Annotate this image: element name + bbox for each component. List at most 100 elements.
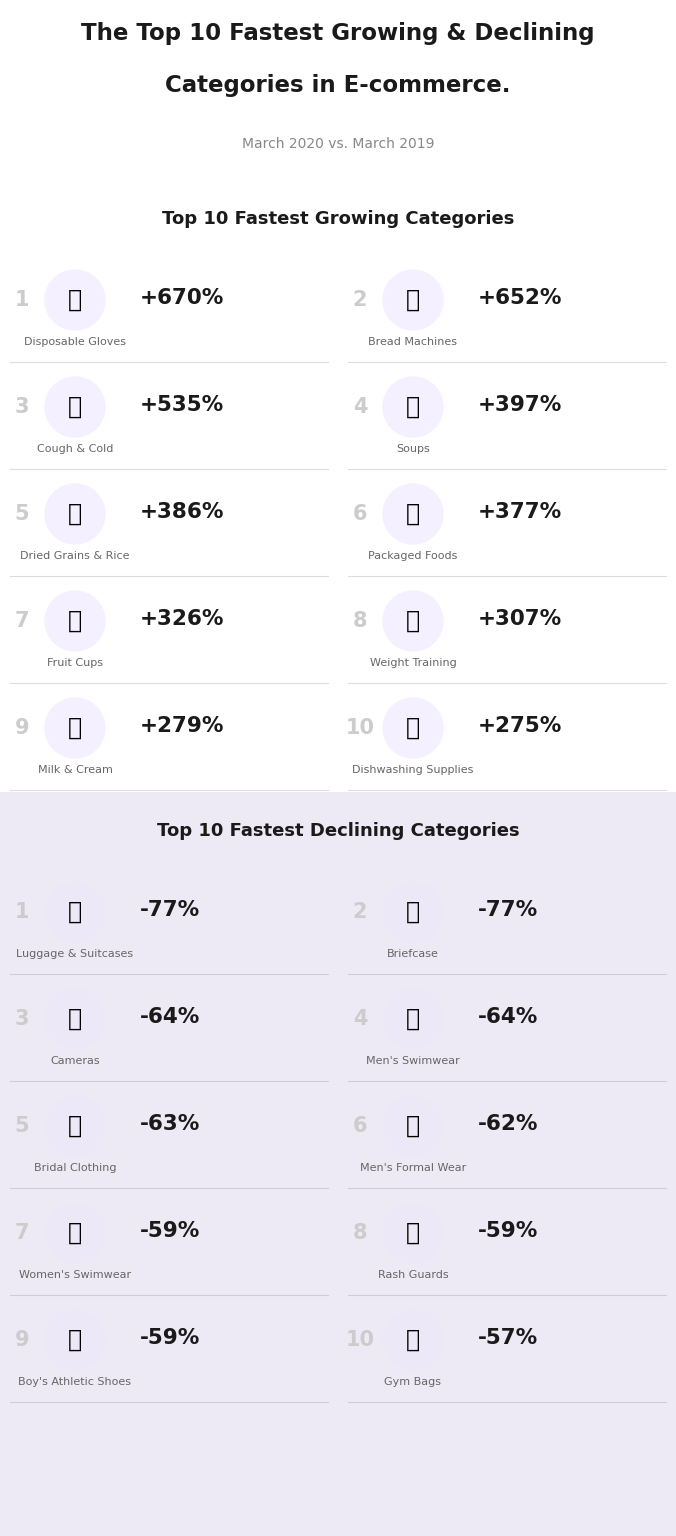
- Text: -63%: -63%: [140, 1114, 200, 1134]
- Circle shape: [383, 484, 443, 544]
- Text: 8: 8: [353, 611, 367, 631]
- Circle shape: [45, 989, 105, 1049]
- Text: Milk & Cream: Milk & Cream: [38, 765, 112, 776]
- Circle shape: [45, 1310, 105, 1370]
- Circle shape: [383, 1203, 443, 1263]
- Text: 8: 8: [353, 1223, 367, 1243]
- Circle shape: [45, 697, 105, 757]
- Text: Categories in E-commerce.: Categories in E-commerce.: [165, 74, 511, 97]
- Text: 🍜: 🍜: [406, 395, 420, 419]
- Circle shape: [45, 270, 105, 330]
- Circle shape: [383, 376, 443, 438]
- Text: +652%: +652%: [478, 289, 562, 309]
- Text: Top 10 Fastest Declining Categories: Top 10 Fastest Declining Categories: [157, 822, 519, 840]
- Text: 🧤: 🧤: [68, 287, 82, 312]
- Text: +377%: +377%: [478, 502, 562, 522]
- Circle shape: [45, 882, 105, 942]
- Text: +279%: +279%: [140, 716, 224, 736]
- Text: Luggage & Suitcases: Luggage & Suitcases: [16, 949, 134, 958]
- Text: 👗: 👗: [68, 1114, 82, 1138]
- Text: Gym Bags: Gym Bags: [385, 1376, 441, 1387]
- Text: Men's Formal Wear: Men's Formal Wear: [360, 1163, 466, 1174]
- Text: 💊: 💊: [68, 395, 82, 419]
- Circle shape: [45, 591, 105, 651]
- Text: 👕: 👕: [406, 1221, 420, 1246]
- Text: 4: 4: [353, 1009, 367, 1029]
- Text: 📷: 📷: [68, 1008, 82, 1031]
- Circle shape: [383, 1310, 443, 1370]
- Text: 🥫: 🥫: [406, 502, 420, 525]
- Text: +326%: +326%: [140, 608, 224, 630]
- Text: 3: 3: [15, 1009, 29, 1029]
- Text: -64%: -64%: [478, 1008, 538, 1028]
- Circle shape: [383, 270, 443, 330]
- Text: Bridal Clothing: Bridal Clothing: [34, 1163, 116, 1174]
- Text: -59%: -59%: [140, 1221, 200, 1241]
- Text: The Top 10 Fastest Growing & Declining: The Top 10 Fastest Growing & Declining: [81, 22, 595, 45]
- FancyBboxPatch shape: [0, 793, 676, 1536]
- Circle shape: [383, 697, 443, 757]
- Text: March 2020 vs. March 2019: March 2020 vs. March 2019: [242, 137, 434, 151]
- Text: Fruit Cups: Fruit Cups: [47, 657, 103, 668]
- Text: Soups: Soups: [396, 444, 430, 455]
- Text: 🥛: 🥛: [68, 716, 82, 740]
- Circle shape: [45, 376, 105, 438]
- Text: Packaged Foods: Packaged Foods: [368, 551, 458, 561]
- Text: Women's Swimwear: Women's Swimwear: [19, 1270, 131, 1279]
- Text: 1: 1: [15, 902, 29, 922]
- Text: -77%: -77%: [478, 900, 538, 920]
- Text: +386%: +386%: [140, 502, 224, 522]
- Text: -62%: -62%: [478, 1114, 538, 1134]
- Text: 10: 10: [345, 717, 375, 737]
- Text: -77%: -77%: [140, 900, 200, 920]
- Text: -59%: -59%: [478, 1221, 538, 1241]
- Circle shape: [45, 1097, 105, 1157]
- Text: 🌾: 🌾: [68, 502, 82, 525]
- Text: Dishwashing Supplies: Dishwashing Supplies: [352, 765, 474, 776]
- Text: Dried Grains & Rice: Dried Grains & Rice: [20, 551, 130, 561]
- Text: +397%: +397%: [478, 395, 562, 415]
- Text: 5: 5: [15, 1117, 29, 1137]
- Text: 10: 10: [345, 1330, 375, 1350]
- Text: 🩱: 🩱: [68, 1221, 82, 1246]
- Text: Boy's Athletic Shoes: Boy's Athletic Shoes: [18, 1376, 132, 1387]
- Text: Cameras: Cameras: [50, 1057, 100, 1066]
- Text: 9: 9: [15, 717, 29, 737]
- Text: -64%: -64%: [140, 1008, 200, 1028]
- Text: 🍞: 🍞: [406, 287, 420, 312]
- Text: Bread Machines: Bread Machines: [368, 336, 458, 347]
- Circle shape: [383, 989, 443, 1049]
- Text: 🏋: 🏋: [406, 608, 420, 633]
- Text: 🍇: 🍇: [68, 608, 82, 633]
- Text: 2: 2: [353, 290, 367, 310]
- Text: +275%: +275%: [478, 716, 562, 736]
- Text: 7: 7: [15, 611, 29, 631]
- Text: 3: 3: [15, 396, 29, 416]
- Text: 5: 5: [15, 504, 29, 524]
- Text: +670%: +670%: [140, 289, 224, 309]
- Text: 🧳: 🧳: [68, 900, 82, 925]
- Text: 🩲: 🩲: [406, 1008, 420, 1031]
- Text: Rash Guards: Rash Guards: [378, 1270, 448, 1279]
- Text: 1: 1: [15, 290, 29, 310]
- Text: Men's Swimwear: Men's Swimwear: [366, 1057, 460, 1066]
- Text: -59%: -59%: [140, 1329, 200, 1349]
- Text: Disposable Gloves: Disposable Gloves: [24, 336, 126, 347]
- Text: 6: 6: [353, 504, 367, 524]
- Text: Weight Training: Weight Training: [370, 657, 456, 668]
- Circle shape: [383, 1097, 443, 1157]
- Text: 👔: 👔: [406, 1114, 420, 1138]
- Text: Briefcase: Briefcase: [387, 949, 439, 958]
- Text: 6: 6: [353, 1117, 367, 1137]
- Text: 👟: 👟: [68, 1329, 82, 1352]
- Circle shape: [383, 591, 443, 651]
- Text: Top 10 Fastest Growing Categories: Top 10 Fastest Growing Categories: [162, 210, 514, 227]
- Circle shape: [45, 484, 105, 544]
- Text: 👜: 👜: [406, 1329, 420, 1352]
- Text: 2: 2: [353, 902, 367, 922]
- Text: +535%: +535%: [140, 395, 224, 415]
- Text: -57%: -57%: [478, 1329, 538, 1349]
- Text: 9: 9: [15, 1330, 29, 1350]
- Text: +307%: +307%: [478, 608, 562, 630]
- Text: 4: 4: [353, 396, 367, 416]
